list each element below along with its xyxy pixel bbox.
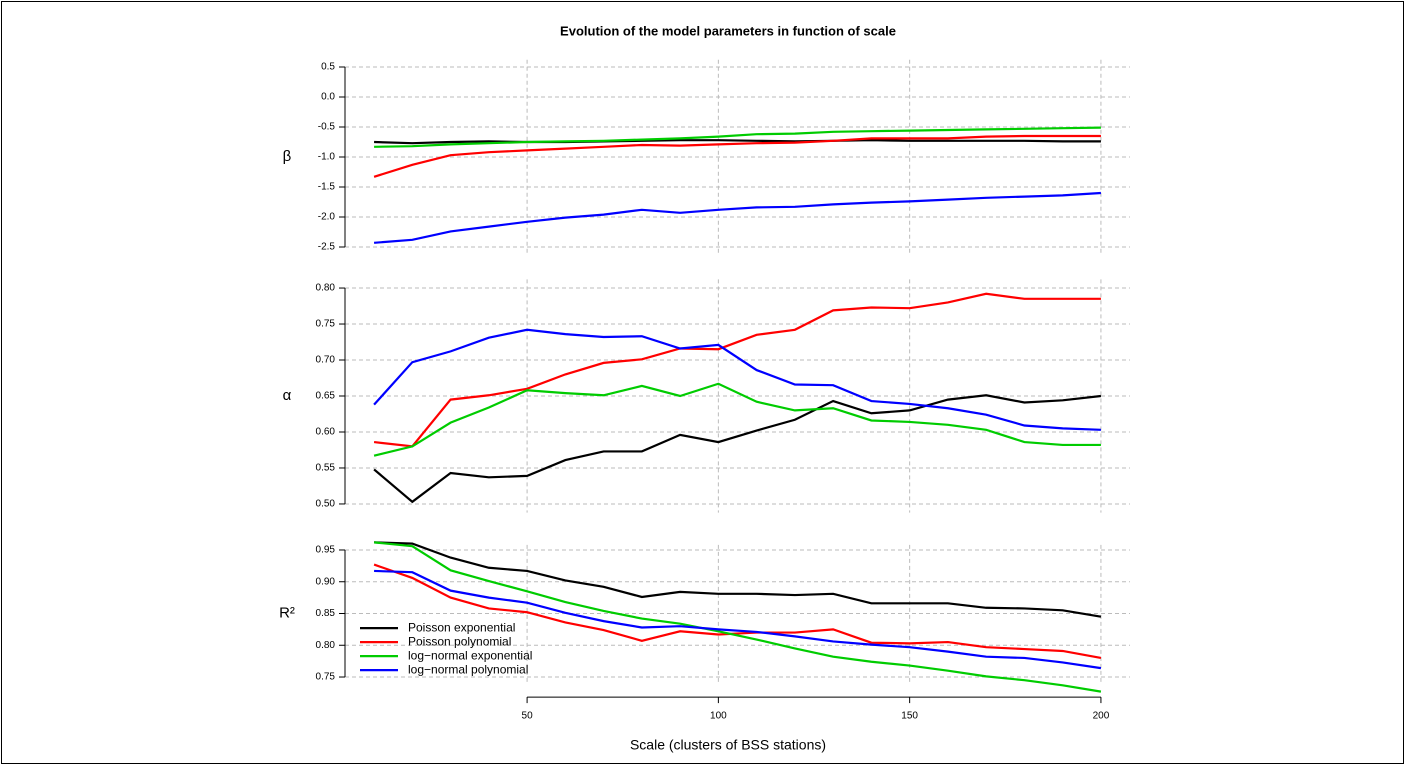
y-tick-label: 0.5 — [321, 62, 335, 73]
series-line — [373, 134, 1101, 178]
x-axis-label: Scale (clusters of BSS stations) — [630, 737, 826, 753]
y-tick-label: -2.5 — [318, 242, 336, 253]
y-tick-label: -1.5 — [318, 182, 336, 193]
y-tick-label: 0.60 — [316, 427, 336, 438]
y-tick-label: 0.90 — [316, 576, 336, 587]
y-tick-label: -0.5 — [318, 122, 336, 133]
series-line — [373, 382, 1101, 457]
series-line — [374, 569, 1102, 670]
series-line — [374, 541, 1102, 618]
y-tick-label: -2.0 — [318, 212, 336, 223]
y-tick-label: 0.75 — [316, 319, 336, 330]
y-tick-label: 0.50 — [316, 499, 336, 510]
series-line — [373, 328, 1101, 431]
series-line — [373, 394, 1102, 504]
y-tick-label: 0.80 — [316, 640, 336, 651]
y-tick-label: 0.55 — [316, 463, 336, 474]
y-tick-label: 0.95 — [316, 545, 336, 556]
y-tick-label: -1.0 — [318, 152, 336, 163]
series-line — [374, 139, 1101, 145]
series-line — [373, 541, 1102, 693]
x-tick-label: 100 — [710, 711, 727, 722]
y-tick-label: 0.65 — [316, 391, 336, 402]
legend-label: Poisson polynomial — [408, 634, 511, 648]
series-line — [374, 126, 1101, 148]
y-axis-label: R² — [279, 604, 295, 621]
x-tick-label: 150 — [901, 711, 918, 722]
y-axis-label: α — [283, 387, 292, 404]
legend-label: Poisson exponential — [408, 620, 515, 634]
series-line — [373, 563, 1102, 660]
x-tick-label: 50 — [522, 711, 534, 722]
series-line — [373, 292, 1101, 448]
y-tick-label: 0.0 — [321, 92, 335, 103]
y-axis-label: β — [283, 148, 292, 165]
x-tick-label: 200 — [1093, 711, 1110, 722]
legend-label: log−normal exponential — [408, 648, 532, 662]
y-tick-label: 0.80 — [316, 283, 336, 294]
y-tick-label: 0.70 — [316, 355, 336, 366]
series-line — [373, 191, 1101, 244]
y-tick-label: 0.75 — [316, 672, 336, 683]
legend-label: log−normal polynomial — [408, 662, 528, 676]
y-tick-label: 0.85 — [316, 608, 336, 619]
chart-title: Evolution of the model parameters in fun… — [560, 23, 896, 38]
